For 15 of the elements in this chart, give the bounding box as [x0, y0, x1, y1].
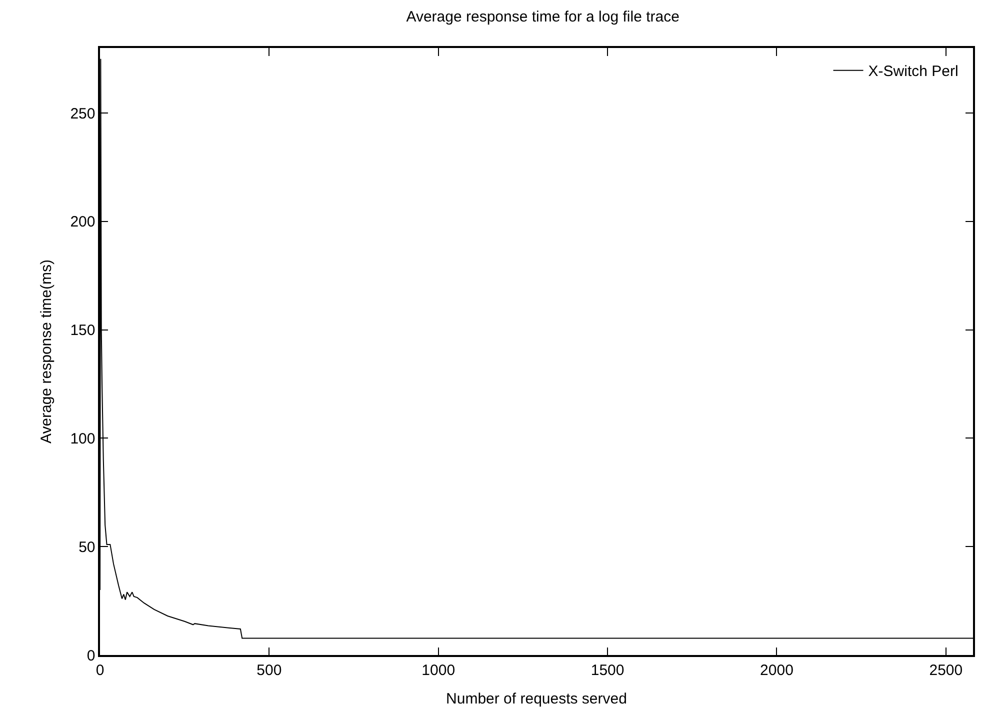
- x-axis-title: Number of requests served: [446, 690, 627, 708]
- x-tick-label: 1500: [590, 662, 624, 679]
- x-tick-label: 500: [256, 662, 282, 679]
- y-tick-label: 50: [78, 538, 96, 556]
- x-tick-label: 1000: [422, 662, 456, 679]
- y-axis-title: Average response time(ms): [38, 260, 55, 444]
- chart-title: Average response time for a log file trace: [406, 8, 680, 26]
- y-tick-label: 250: [70, 105, 96, 122]
- y-tick-label: 150: [70, 322, 96, 340]
- y-tick-label: 200: [70, 214, 96, 231]
- y-tick-label: 100: [70, 430, 96, 448]
- y-tick-label: 0: [86, 647, 96, 664]
- x-tick-label: 2000: [760, 662, 794, 679]
- x-tick-label: 2500: [929, 662, 963, 679]
- legend-label: X-Switch Perl: [868, 63, 958, 80]
